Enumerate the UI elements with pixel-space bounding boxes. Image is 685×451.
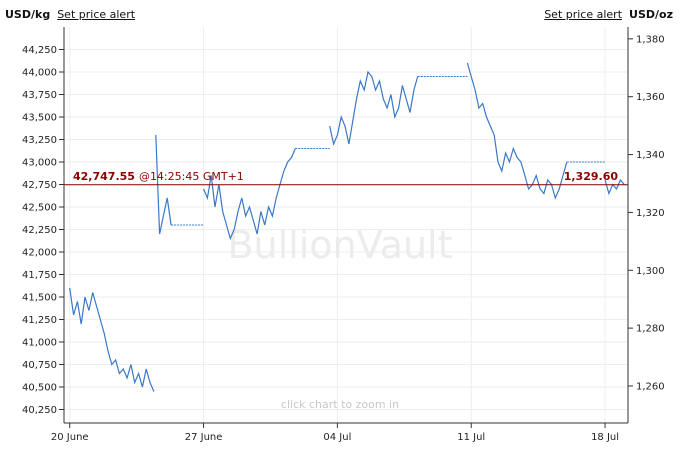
left-tick-label: 40,500 xyxy=(22,383,57,394)
left-tick-label: 43,500 xyxy=(22,113,57,124)
left-tick-label: 43,000 xyxy=(22,158,57,169)
axes: 40,250 40,500 40,750 41,000 41,250 41,500 41,7… xyxy=(22,27,665,443)
x-tick-label: 11 Jul xyxy=(457,432,485,443)
left-tick-label: 41,250 xyxy=(22,315,57,326)
left-tick-label: 42,000 xyxy=(22,248,57,259)
x-tick-label: 18 Jul xyxy=(591,432,619,443)
current-kg-price: 42,747.55 xyxy=(73,170,135,183)
right-tick-label: 1,260 xyxy=(636,381,665,392)
current-price-label: 42,747.55 @14:25:45 GMT+1 xyxy=(73,170,244,183)
right-tick-label: 1,280 xyxy=(636,324,665,335)
right-tick-label: 1,320 xyxy=(636,208,665,219)
left-tick-label: 42,250 xyxy=(22,225,57,236)
series-segment xyxy=(329,70,419,146)
left-tick-label: 43,750 xyxy=(22,90,57,101)
x-tick-label: 27 June xyxy=(185,432,223,443)
current-oz-price: 1,329.60 xyxy=(564,170,619,183)
right-tick-label: 1,300 xyxy=(636,266,665,277)
header-left: USD/kg Set price alert xyxy=(5,8,135,21)
left-tick-label: 41,000 xyxy=(22,338,57,349)
right-unit-label: USD/oz xyxy=(629,8,673,21)
x-tick-label: 04 Jul xyxy=(323,432,351,443)
left-tick-label: 43,250 xyxy=(22,135,57,146)
right-tick-label: 1,380 xyxy=(636,34,665,45)
left-tick-label: 40,250 xyxy=(22,405,57,416)
watermark: BullionVault xyxy=(227,223,452,267)
right-price-alert-link[interactable]: Set price alert xyxy=(544,8,623,21)
left-price-alert-link[interactable]: Set price alert xyxy=(57,8,136,21)
series-segment xyxy=(155,134,172,235)
series-segment xyxy=(69,287,155,392)
series-segment xyxy=(283,148,296,172)
current-price-time: @14:25:45 GMT+1 xyxy=(139,170,244,183)
x-tick-label: 20 June xyxy=(51,432,89,443)
left-tick-label: 40,750 xyxy=(22,360,57,371)
series-segment xyxy=(604,178,625,196)
left-tick-label: 41,500 xyxy=(22,293,57,304)
left-tick-label: 42,500 xyxy=(22,203,57,214)
left-unit-label: USD/kg xyxy=(5,8,51,21)
left-tick-label: 44,000 xyxy=(22,68,57,79)
series-segment xyxy=(203,170,285,241)
right-tick-label: 1,340 xyxy=(636,150,665,161)
left-tick-label: 42,750 xyxy=(22,180,57,191)
price-series xyxy=(69,62,625,392)
zoom-hint: click chart to zoom in xyxy=(281,398,399,411)
left-tick-label: 44,250 xyxy=(22,45,57,56)
header-right: Set price alert USD/oz xyxy=(544,8,673,21)
left-tick-label: 41,750 xyxy=(22,270,57,281)
right-tick-label: 1,360 xyxy=(636,92,665,103)
series-segment xyxy=(466,62,568,200)
